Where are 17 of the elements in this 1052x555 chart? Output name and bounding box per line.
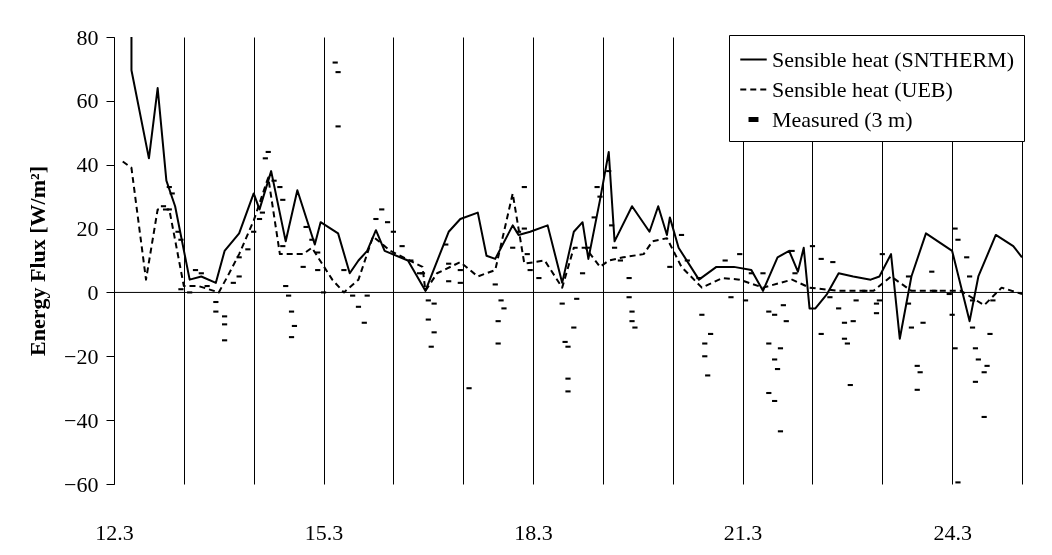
y-tick-label: 20 — [76, 216, 99, 242]
y-tick-label: −40 — [64, 407, 99, 433]
legend-label: Measured (3 m) — [772, 106, 913, 132]
y-tick-label: 60 — [76, 88, 99, 114]
y-tick-label: −20 — [64, 343, 99, 369]
y-tick-label: 0 — [87, 279, 99, 305]
y-tick-label: 40 — [76, 152, 99, 178]
x-tick-label: 24.3 — [933, 519, 972, 545]
legend-label: Sensible heat (SNTHERM) — [772, 46, 1014, 72]
legend-label: Sensible heat (UEB) — [772, 76, 953, 102]
y-tick-label: −60 — [64, 471, 99, 497]
x-tick-label: 21.3 — [723, 519, 763, 545]
x-tick-label: 12.3 — [95, 519, 134, 545]
x-tick-label: 18.3 — [514, 519, 553, 545]
x-tick-label: 15.3 — [304, 519, 344, 545]
y-axis-title: Energy Flux [W/m²] — [25, 166, 51, 356]
y-tick-label: 80 — [76, 24, 99, 50]
